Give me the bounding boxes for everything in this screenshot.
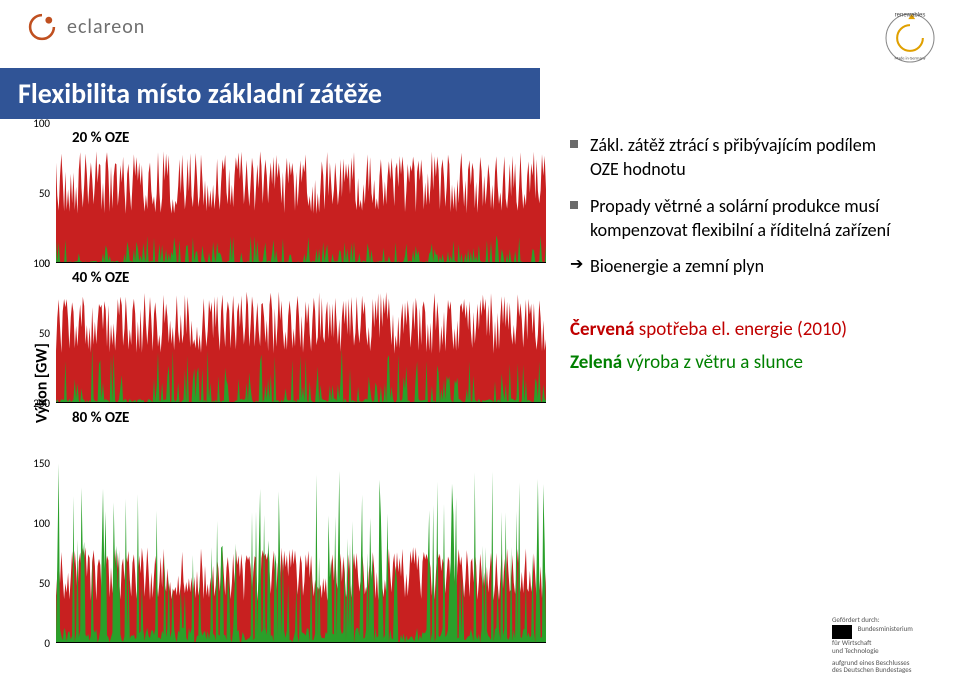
- chart-panel: 05010020 % OZE: [56, 123, 560, 263]
- ytick-label: 50: [18, 187, 50, 200]
- footer-ministry: Gefördert durch: Bundesministerium für W…: [832, 616, 942, 674]
- panel-label: 20 % OZE: [72, 129, 129, 147]
- ytick-label: 100: [18, 517, 50, 530]
- ytick-label: 0: [18, 637, 50, 650]
- ytick-label: 100: [18, 257, 50, 270]
- legend-red: Červená spotřeba el. energie (2010): [570, 318, 900, 343]
- header: eclareon renewables Made in Germany: [0, 0, 960, 60]
- bullet-item: Propady větrné a solární produkce musí k…: [570, 194, 900, 243]
- slide-title: Flexibilita místo základní zátěže: [0, 68, 540, 119]
- bullet-column: Zákl. zátěž ztrácí s přibývajícím podíle…: [560, 123, 920, 643]
- panel-label: 40 % OZE: [72, 269, 129, 287]
- content-row: Výkon [GW] 05010020 % OZE05010040 % OZE0…: [0, 123, 960, 643]
- eagle-icon: [832, 625, 852, 639]
- chart-panel: 05010040 % OZE: [56, 263, 560, 403]
- ytick-label: 50: [18, 327, 50, 340]
- logo-text: eclareon: [67, 15, 145, 39]
- chart-panel: 05010015020080 % OZE: [56, 403, 560, 643]
- ytick-label: 150: [18, 457, 50, 470]
- svg-text:renewables: renewables: [895, 13, 926, 19]
- chart-column: Výkon [GW] 05010020 % OZE05010040 % OZE0…: [0, 123, 560, 643]
- legend: Červená spotřeba el. energie (2010) Zele…: [570, 318, 900, 375]
- svg-text:Made in Germany: Made in Germany: [894, 56, 925, 61]
- y-axis-label: Výkon [GW]: [32, 343, 51, 423]
- ytick-label: 50: [18, 577, 50, 590]
- swirl-icon: [25, 10, 59, 44]
- chart-svg: [56, 403, 546, 643]
- bullet-item: Zákl. zátěž ztrácí s přibývajícím podíle…: [570, 133, 900, 182]
- chart-svg: [56, 123, 546, 263]
- eclareon-logo: eclareon: [25, 10, 145, 44]
- chart-svg: [56, 263, 546, 403]
- ytick-label: 200: [18, 397, 50, 410]
- bullet-list: Zákl. zátěž ztrácí s přibývajícím podíle…: [570, 133, 900, 278]
- ytick-label: 100: [18, 117, 50, 130]
- renewables-badge: renewables Made in Germany: [880, 8, 940, 73]
- legend-green: Zelená výroba z větru a slunce: [570, 351, 900, 376]
- bullet-item: Bioenergie a zemní plyn: [570, 254, 900, 278]
- panel-label: 80 % OZE: [72, 409, 129, 427]
